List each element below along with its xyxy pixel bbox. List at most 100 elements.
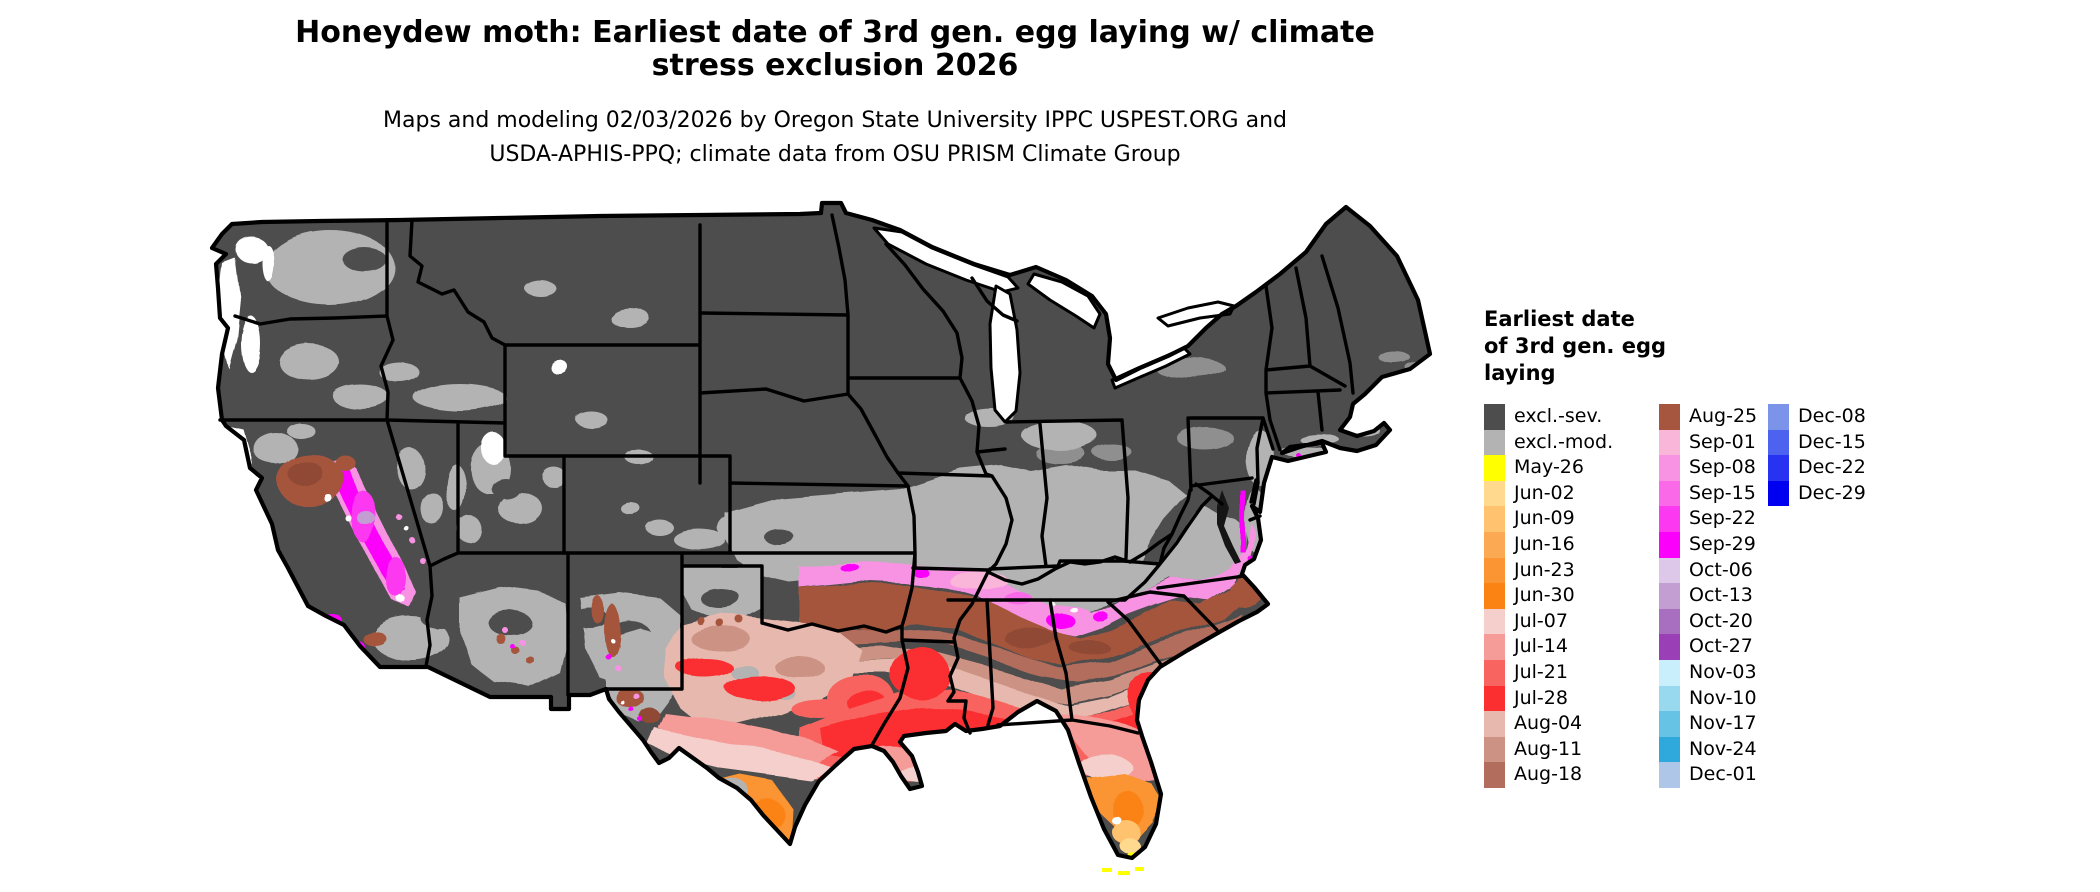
legend-entry: Sep-15	[1659, 480, 1768, 507]
map-subtitle-line2: USDA-APHIS-PPQ; climate data from OSU PR…	[489, 142, 1181, 167]
legend-entry-label: Dec-15	[1798, 430, 1866, 453]
legend-swatch	[1768, 455, 1789, 481]
legend-entry: Jun-23	[1484, 557, 1659, 584]
legend-entry: Sep-29	[1659, 531, 1768, 558]
texas-south-gradient	[648, 713, 840, 844]
legend-swatch	[1659, 685, 1680, 712]
legend-swatch	[1659, 506, 1680, 532]
legend-entry-label: Sep-01	[1689, 430, 1756, 453]
southwest-desert-region	[372, 566, 762, 723]
legend-swatch	[1659, 480, 1680, 507]
legend-entry: Nov-24	[1659, 736, 1768, 763]
legend-entry: Oct-20	[1659, 608, 1768, 635]
legend-swatch	[1659, 634, 1680, 660]
state-borders	[218, 213, 1355, 747]
legend-entry: Jun-30	[1484, 583, 1659, 609]
excluded-moderate-region	[674, 352, 1426, 614]
legend-entry: Aug-11	[1484, 736, 1659, 763]
legend-entry-label: Nov-24	[1689, 737, 1757, 760]
map-raster-fills	[212, 203, 1430, 858]
legend-entry: Dec-29	[1768, 480, 1866, 507]
legend-title-line2: of 3rd gen. egg	[1484, 334, 1667, 358]
legend-entry: Nov-03	[1659, 659, 1768, 686]
legend-swatch	[1484, 685, 1505, 712]
legend-entry: Sep-01	[1659, 429, 1768, 456]
legend-entry-label: Dec-22	[1798, 456, 1866, 479]
legend-entry-label: Nov-17	[1689, 712, 1757, 735]
legend-swatch	[1484, 531, 1505, 558]
legend-swatch	[1484, 480, 1505, 507]
legend-entry: Sep-08	[1659, 455, 1768, 481]
legend-entry: Oct-27	[1659, 634, 1768, 660]
legend-swatch	[1768, 480, 1789, 507]
map-subtitle: Maps and modeling 02/03/2026 by Oregon S…	[85, 104, 1585, 172]
legend-entry: Jul-07	[1484, 608, 1659, 635]
legend-swatch	[1484, 557, 1505, 584]
legend-entry: excl.-sev.	[1484, 404, 1659, 430]
legend-title: Earliest date of 3rd gen. egg laying	[1484, 306, 2044, 387]
legend-entry-label: Dec-01	[1689, 763, 1757, 786]
legend-entry: Sep-22	[1659, 506, 1768, 532]
legend-entry-label: Aug-18	[1514, 763, 1583, 786]
legend-entry-label: Oct-20	[1689, 609, 1753, 632]
great-basin-patches	[396, 280, 674, 544]
legend-entry: Aug-25	[1659, 404, 1768, 430]
legend-swatch	[1659, 608, 1680, 635]
legend-entry: Jun-02	[1484, 480, 1659, 507]
legend-entry-label: Nov-10	[1689, 686, 1757, 709]
legend-swatch	[1768, 429, 1789, 456]
legend-entry-label: Jun-09	[1514, 507, 1575, 530]
legend-entry-label: Aug-11	[1514, 737, 1583, 760]
legend-entry: May-26	[1484, 455, 1659, 481]
legend-entry: Dec-22	[1768, 455, 1866, 481]
yellowstone-lake	[551, 361, 569, 375]
title-block: Honeydew moth: Earliest date of 3rd gen.…	[85, 16, 1585, 172]
legend-swatch	[1659, 762, 1680, 788]
legend-entry-label: Jun-30	[1514, 584, 1575, 607]
legend-swatch	[1484, 711, 1505, 737]
legend-entry-label: Oct-13	[1689, 584, 1753, 607]
legend-entry-label: Aug-25	[1689, 405, 1758, 427]
legend-entry: Aug-18	[1484, 762, 1659, 788]
legend-entry-label: Jul-14	[1514, 635, 1568, 658]
legend-swatch	[1768, 404, 1789, 430]
us-map	[209, 200, 1433, 875]
legend-entry: Jul-14	[1484, 634, 1659, 660]
chesapeake-bay	[1217, 490, 1241, 564]
legend-columns: excl.-sev. excl.-mod. May-26 Jun-02 Jun-09 Ju…	[1484, 404, 2044, 788]
legend-swatch	[1484, 404, 1505, 430]
legend-title-line3: laying	[1484, 361, 1556, 385]
legend-entry-label: Aug-04	[1514, 712, 1583, 735]
legend-swatch	[1659, 455, 1680, 481]
legend-entry: Dec-15	[1768, 429, 1866, 456]
legend-entry-label: May-26	[1514, 456, 1584, 479]
legend-entry: Oct-06	[1659, 557, 1768, 584]
legend-entry: Nov-17	[1659, 711, 1768, 737]
legend: Earliest date of 3rd gen. egg laying exc…	[1484, 306, 2044, 788]
legend-swatch	[1484, 455, 1505, 481]
legend-entry: Jun-09	[1484, 506, 1659, 532]
us-outline	[209, 200, 1433, 861]
map-title-line2: stress exclusion 2026	[651, 48, 1019, 83]
legend-swatch	[1484, 506, 1505, 532]
legend-entry-label: excl.-sev.	[1514, 405, 1603, 427]
us-map-container	[160, 168, 1460, 892]
legend-swatch	[1659, 557, 1680, 584]
legend-swatch	[1659, 659, 1680, 686]
legend-column-3: Dec-08 Dec-15 Dec-22 Dec-29	[1768, 404, 1866, 507]
lake-huron	[1026, 272, 1102, 330]
legend-swatch	[1659, 583, 1680, 609]
great-salt-lake	[481, 432, 505, 464]
legend-entry-label: Jun-02	[1514, 481, 1575, 504]
legend-entry-label: Sep-15	[1689, 481, 1756, 504]
map-title-line1: Honeydew moth: Earliest date of 3rd gen.…	[295, 15, 1375, 50]
map-subtitle-line1: Maps and modeling 02/03/2026 by Oregon S…	[383, 108, 1287, 133]
legend-column-2: Aug-25 Sep-01 Sep-08 Sep-15 Sep-22 Sep-29 Oct-…	[1659, 404, 1768, 788]
legend-entry: excl.-mod.	[1484, 429, 1659, 456]
lake-okeechobee	[1111, 816, 1121, 824]
legend-entry: Dec-01	[1659, 762, 1768, 788]
legend-entry-label: Oct-27	[1689, 635, 1753, 658]
legend-column-1: excl.-sev. excl.-mod. May-26 Jun-02 Jun-09 Ju…	[1484, 404, 1659, 788]
mountain-speckles	[495, 596, 744, 724]
